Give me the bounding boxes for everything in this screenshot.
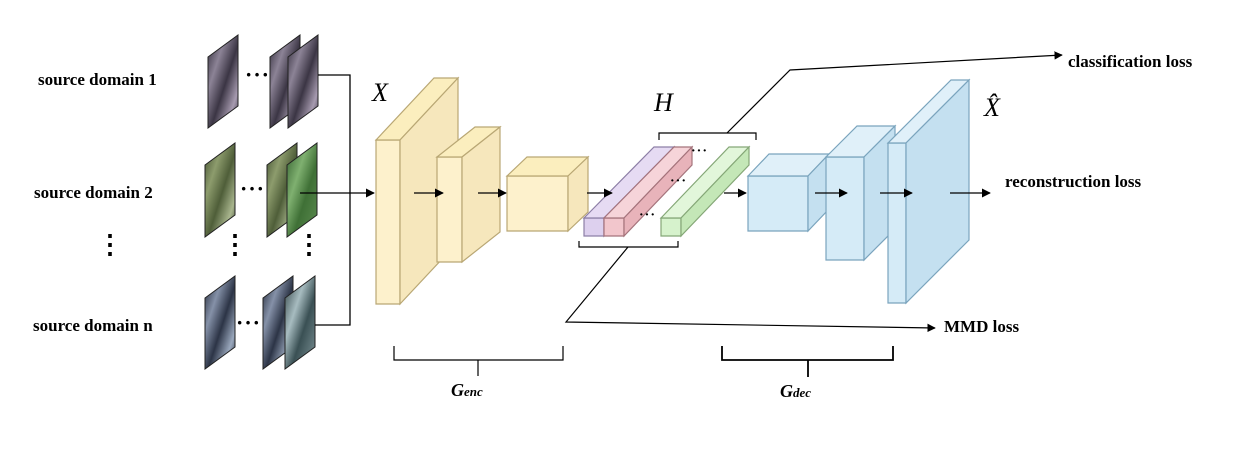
encoder-bracket	[393, 346, 564, 376]
ellipsis-row-2: ···	[240, 176, 266, 201]
vertical-ellipsis-images-right: ⋮	[296, 230, 322, 259]
symbol-x: X	[372, 78, 388, 107]
source-domain-n-images	[204, 275, 316, 370]
classification-loss-label: classification loss	[1068, 52, 1193, 71]
latent-brackets	[578, 132, 757, 248]
decoder-label: Gdec	[780, 381, 812, 401]
reconstruction-loss-label: reconstruction loss	[1005, 172, 1142, 191]
symbol-x-hat: X̂	[984, 93, 1000, 122]
source-domain-2-label: source domain 2	[34, 183, 153, 202]
encoder-label: Genc	[451, 380, 483, 400]
latent-dots-mid: ···	[670, 174, 688, 189]
decoder-block-1	[746, 152, 831, 233]
ellipsis-row-1: ···	[245, 62, 271, 87]
source-domain-1-images	[207, 34, 319, 129]
encoder-block-2	[435, 125, 502, 264]
source-domain-2-images	[204, 142, 318, 238]
vertical-ellipsis-labels: ⋮	[97, 230, 123, 259]
decoder-bracket	[721, 346, 894, 377]
mmd-loss-label: MMD loss	[944, 317, 1020, 336]
source-domain-1-label: source domain 1	[38, 70, 157, 89]
vertical-ellipsis-images: ⋮	[222, 230, 248, 259]
latent-bar-green	[659, 145, 751, 238]
decoder-block-2	[824, 124, 897, 262]
latent-dots-top: ···	[691, 144, 709, 159]
input-merge-connector	[300, 74, 375, 326]
latent-dots-bottom: ···	[639, 208, 657, 223]
source-domain-n-label: source domain n	[33, 316, 153, 335]
ellipsis-row-n: ···	[236, 310, 262, 335]
encoder-block-3	[505, 155, 590, 233]
loss-branches	[564, 51, 1063, 333]
decoder-block-3	[886, 78, 971, 305]
latent-bar-pink	[602, 145, 694, 238]
symbol-h: H	[654, 88, 673, 117]
